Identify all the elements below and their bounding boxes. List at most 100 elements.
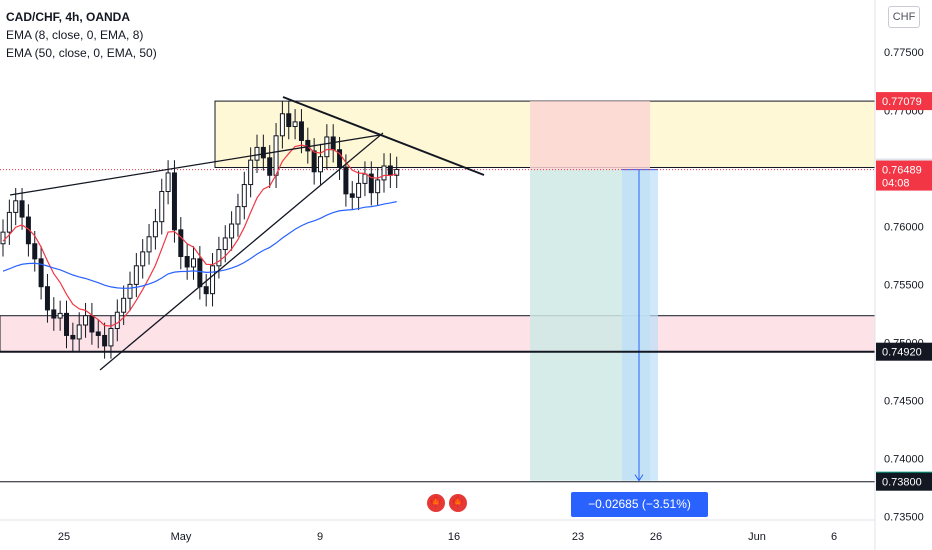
candle-body	[32, 243, 38, 260]
candle-body	[260, 146, 266, 159]
price-tag-label: 0.73800	[882, 477, 922, 489]
candle-body	[362, 173, 368, 184]
price-tick-label: 0.77500	[884, 47, 924, 59]
candle-body	[165, 172, 171, 193]
candle-body	[318, 156, 323, 173]
candle-body	[356, 182, 362, 198]
zones	[0, 100, 876, 353]
candle-body	[13, 200, 19, 213]
short-position-tool	[530, 101, 658, 482]
price-tag	[876, 342, 932, 361]
candle-body	[210, 265, 216, 295]
candle-body	[222, 237, 228, 251]
upper-trendline	[9, 134, 381, 196]
measure-label: −0.02685 (−3.51%) −268.5	[571, 492, 708, 536]
price-tag	[876, 472, 932, 491]
candle-body	[57, 312, 63, 319]
candle-body	[279, 113, 285, 137]
measure-arrowhead	[634, 474, 644, 482]
price-tick-label: 0.76000	[884, 221, 924, 233]
time-axis: 25 May 9 16 23 26 Jun 6	[0, 519, 875, 543]
price-tag-label: 0.77079	[882, 96, 922, 108]
rising-trendline	[99, 132, 384, 371]
ema8-legend[interactable]: EMA (8, close, 0, EMA, 8)	[6, 28, 144, 42]
candle-body	[89, 315, 95, 333]
candle-body	[298, 121, 304, 141]
candle-body	[324, 136, 330, 158]
price-tick-label: 0.74000	[884, 453, 924, 465]
candle-body	[114, 311, 120, 329]
candle-body	[133, 265, 139, 285]
time-tick-label: May	[171, 531, 192, 543]
candle-body	[229, 223, 235, 239]
candle-body	[6, 211, 12, 233]
candle-body	[38, 258, 44, 288]
candle-body	[127, 283, 133, 299]
canada-flag-icon[interactable]: 🍁	[427, 494, 445, 512]
time-tick-label: 16	[448, 531, 460, 543]
candle-body	[387, 165, 393, 176]
canada-flag-icon[interactable]: 🍁	[449, 494, 467, 512]
candle-body	[108, 327, 114, 347]
candle-body	[140, 251, 146, 267]
horizontal-lines	[0, 169, 875, 483]
candle-body	[337, 149, 343, 168]
trendlines	[9, 96, 485, 371]
candle-body	[203, 286, 209, 295]
candle-body	[375, 179, 381, 194]
candle-body	[343, 166, 349, 195]
measure-range	[622, 169, 658, 481]
candle-body	[171, 172, 177, 231]
time-tick-label: 23	[572, 531, 584, 543]
stop-loss-zone	[530, 101, 650, 170]
candle-body	[267, 157, 273, 176]
time-tick-label: 6	[831, 531, 837, 543]
candle-body	[235, 206, 241, 225]
candle-body	[191, 258, 196, 268]
candle-body	[19, 200, 25, 218]
candle-body	[83, 315, 89, 326]
currency-button[interactable]: CHF	[888, 6, 920, 28]
time-tick-label: Jun	[748, 531, 766, 543]
event-flags: 🍁 🍁	[427, 494, 467, 512]
time-tick-label: 26	[650, 531, 662, 543]
candle-body	[368, 173, 374, 194]
candle-body	[311, 150, 317, 173]
ema-lines	[2, 144, 397, 327]
price-tag	[876, 160, 932, 191]
candle-body	[184, 256, 190, 268]
candle-body	[95, 331, 101, 336]
candle-body	[44, 286, 50, 311]
candle-body	[292, 121, 298, 128]
candle-body	[248, 159, 254, 186]
chart-legend: CAD/CHF, 4h, OANDA EMA (8, close, 0, EMA…	[6, 8, 157, 62]
falling-trendline	[282, 96, 485, 176]
candle-body	[349, 193, 355, 198]
candle-body	[102, 334, 108, 347]
candle-body	[0, 231, 6, 245]
candle-body	[178, 229, 184, 258]
candle-body	[76, 324, 82, 340]
price-axis: 0.775000.770000.765000.760000.755000.750…	[874, 0, 932, 550]
symbol-title[interactable]: CAD/CHF, 4h, OANDA	[6, 10, 131, 24]
candle-body	[381, 165, 387, 181]
support-zone	[0, 315, 876, 353]
time-tick-label: 25	[58, 531, 70, 543]
price-tick-label: 0.75500	[884, 279, 924, 291]
price-tag	[876, 92, 932, 111]
price-tag-label: 0.76489	[882, 165, 922, 177]
candle-body	[146, 236, 152, 253]
candle-body	[216, 249, 222, 267]
price-tag-label: 0.74920	[882, 347, 922, 359]
candle-body	[64, 312, 69, 336]
candle-body	[159, 191, 165, 223]
price-tag-countdown: 04:08	[882, 178, 910, 190]
candle-body	[51, 309, 57, 319]
ema50-legend[interactable]: EMA (50, close, 0, EMA, 50)	[6, 46, 157, 60]
candle-body	[254, 146, 260, 161]
candle-body	[152, 221, 158, 238]
candle-body	[394, 168, 400, 176]
ema8-line	[2, 144, 397, 327]
price-tick-label: 0.73500	[884, 512, 924, 524]
